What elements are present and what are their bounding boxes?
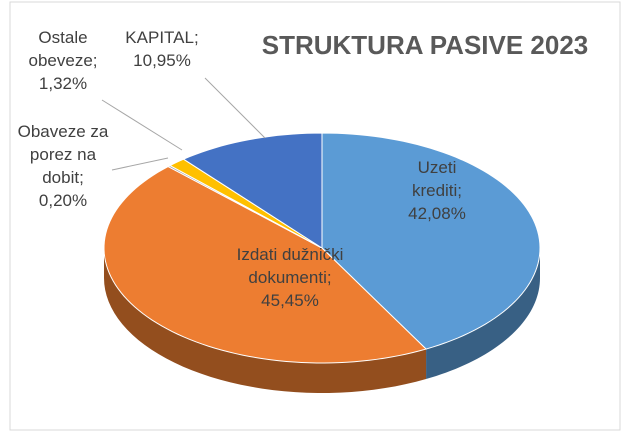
data-label: KAPITAL; 10,95%: [112, 26, 212, 72]
data-label: Uzeti krediti; 42,08%: [392, 156, 482, 225]
chart-title: STRUKTURA PASIVE 2023: [261, 30, 589, 60]
pie-slice: [321, 132, 541, 350]
value-label: 45,45%: [261, 291, 319, 310]
data-label: Izdati dužnički dokumenti; 45,45%: [205, 243, 375, 312]
value-label: 10,95%: [133, 51, 191, 70]
pie-slice: [103, 165, 428, 364]
pie: [103, 132, 541, 393]
pie-side: [104, 248, 427, 393]
value-label: 0,20%: [38, 191, 88, 210]
category-label: KAPITAL;: [125, 28, 199, 47]
data-label: Ostale obeveze; 1,32%: [18, 26, 108, 95]
leader-line: [101, 99, 183, 151]
category-label: Uzeti krediti;: [411, 158, 463, 200]
value-label: 42,08%: [408, 204, 466, 223]
pie-side: [426, 248, 540, 380]
leader-line: [111, 157, 169, 171]
value-label: 1,32%: [38, 74, 88, 93]
data-label: Obaveze za porez na dobit; 0,20%: [8, 120, 118, 212]
pie-slice: [182, 132, 323, 249]
category-label: Obaveze za porez na dobit;: [17, 122, 109, 187]
leader-line: [204, 77, 266, 139]
category-label: Izdati dužnički dokumenti;: [236, 245, 344, 287]
category-label: Ostale obeveze;: [28, 28, 98, 70]
